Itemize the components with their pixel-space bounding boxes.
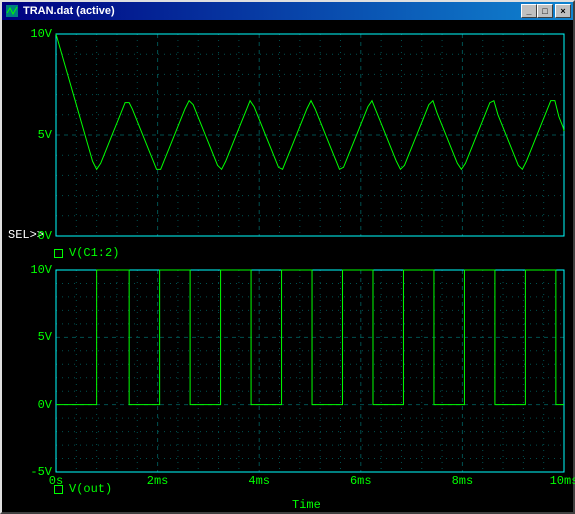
plot-container: SEL>> V(C1:2) V(out) Time 0V5V10V-5V0V5V… (2, 20, 573, 512)
x-tick-label: 8ms (442, 474, 482, 488)
panel1-legend-label: V(C1:2) (69, 246, 119, 260)
y-tick-label: 10V (8, 27, 52, 41)
x-tick-label: 0s (36, 474, 76, 488)
x-tick-label: 4ms (239, 474, 279, 488)
window-button-group: _ □ × (521, 4, 571, 18)
y-tick-label: 0V (8, 229, 52, 243)
x-tick-label: 6ms (341, 474, 381, 488)
close-button[interactable]: × (555, 4, 571, 18)
spice-waveform-window: TRAN.dat (active) _ □ × SEL>> V(C1:2) V(… (0, 0, 575, 514)
minimize-button[interactable]: _ (521, 4, 537, 18)
y-tick-label: 0V (8, 398, 52, 412)
x-tick-label: 10ms (544, 474, 575, 488)
y-tick-label: 5V (8, 330, 52, 344)
panel1-legend[interactable]: V(C1:2) (54, 246, 119, 260)
titlebar[interactable]: TRAN.dat (active) _ □ × (2, 2, 573, 20)
maximize-button[interactable]: □ (537, 4, 553, 18)
x-tick-label: 2ms (138, 474, 178, 488)
legend-swatch-icon (54, 249, 63, 258)
app-icon (4, 3, 20, 19)
y-tick-label: 10V (8, 263, 52, 277)
waveform-canvas[interactable] (2, 20, 573, 514)
y-tick-label: 5V (8, 128, 52, 142)
x-axis-title: Time (292, 498, 321, 512)
window-title: TRAN.dat (active) (23, 5, 521, 17)
